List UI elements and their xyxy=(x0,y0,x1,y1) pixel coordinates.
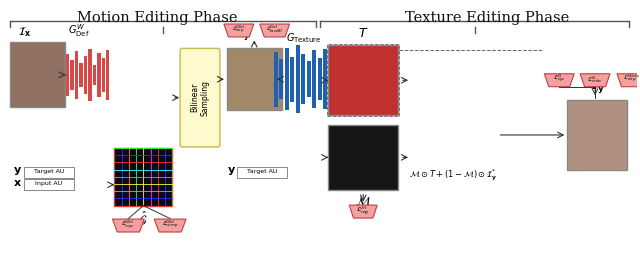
Text: Target AU: Target AU xyxy=(246,169,277,174)
Bar xyxy=(24,179,74,190)
Bar xyxy=(88,49,92,101)
Bar xyxy=(102,58,105,92)
Text: $\mathcal{I}_{\mathbf{y}}$: $\mathcal{I}_{\mathbf{y}}$ xyxy=(589,78,605,95)
Text: $\mathcal{L}_{\mathrm{faceID}}^{G_{\mathrm{ref}}}$: $\mathcal{L}_{\mathrm{faceID}}^{G_{\math… xyxy=(266,24,284,35)
Bar xyxy=(328,45,398,115)
Text: Motion Editing Phase: Motion Editing Phase xyxy=(77,11,237,25)
Text: $G_{\mathrm{Def}}^{W}$: $G_{\mathrm{Def}}^{W}$ xyxy=(68,23,90,39)
Bar xyxy=(285,48,289,110)
Text: Input AU: Input AU xyxy=(35,181,62,186)
Bar xyxy=(296,45,300,113)
Bar xyxy=(70,60,74,90)
Text: $\mathcal{L}_{exp}^{G_{comp}}$: $\mathcal{L}_{exp}^{G_{comp}}$ xyxy=(623,73,640,85)
Bar xyxy=(106,50,109,100)
Bar xyxy=(307,61,311,97)
Text: $\mathcal{L}_{rcyc}^{G_{\mathrm{Def}}}$: $\mathcal{L}_{rcyc}^{G_{\mathrm{Def}}}$ xyxy=(122,218,135,231)
Text: Target AU: Target AU xyxy=(33,169,64,174)
Bar xyxy=(328,44,399,116)
Bar xyxy=(227,48,282,110)
Polygon shape xyxy=(224,24,253,37)
FancyBboxPatch shape xyxy=(180,48,220,147)
Bar xyxy=(75,51,78,99)
Text: $\mathcal{I}_{\mathbf{y}}^{*}$: $\mathcal{I}_{\mathbf{y}}^{*}$ xyxy=(237,23,250,45)
Bar xyxy=(97,53,100,97)
Text: $T$: $T$ xyxy=(358,27,369,40)
Text: $\mathcal{L}_{reg}^{\mathcal{M}}$: $\mathcal{L}_{reg}^{\mathcal{M}}$ xyxy=(356,204,370,217)
Bar xyxy=(280,59,284,99)
Polygon shape xyxy=(113,219,144,232)
Polygon shape xyxy=(154,219,186,232)
Text: $\mathcal{L}_{cyc}^{G}$: $\mathcal{L}_{cyc}^{G}$ xyxy=(553,73,566,85)
Polygon shape xyxy=(260,24,289,37)
Bar xyxy=(24,167,74,178)
Polygon shape xyxy=(580,74,610,87)
Text: $\mathbf{x}$: $\mathbf{x}$ xyxy=(13,177,22,188)
Text: $\mathcal{L}_{critic}^{G}$: $\mathcal{L}_{critic}^{G}$ xyxy=(587,74,603,85)
Bar xyxy=(328,125,398,190)
Polygon shape xyxy=(349,205,377,218)
Bar xyxy=(66,54,69,96)
Bar xyxy=(10,42,65,107)
Text: Bilinear
Sampling: Bilinear Sampling xyxy=(190,80,210,116)
Bar xyxy=(115,148,172,206)
Text: $\mathcal{L}_{exp}^{G_{\mathrm{Def}}}$: $\mathcal{L}_{exp}^{G_{\mathrm{Def}}}$ xyxy=(232,24,245,35)
Text: $\mathcal{L}_{comp}^{G_{\mathrm{Def}}}$: $\mathcal{L}_{comp}^{G_{\mathrm{Def}}}$ xyxy=(162,219,179,231)
Bar xyxy=(79,63,83,87)
Bar xyxy=(317,58,322,100)
Text: $\mathcal{M}\odot T+(1-\mathcal{M})\odot\mathcal{I}_{\mathbf{y}}^{*}$: $\mathcal{M}\odot T+(1-\mathcal{M})\odot… xyxy=(409,167,497,183)
Bar xyxy=(93,65,96,85)
Text: $\mathcal{M}$: $\mathcal{M}$ xyxy=(355,194,371,208)
Text: $\mathbf{y}$: $\mathbf{y}$ xyxy=(227,165,236,177)
Bar xyxy=(567,100,627,170)
Text: $\mathcal{I}_{\mathbf{x}}$: $\mathcal{I}_{\mathbf{x}}$ xyxy=(18,26,31,39)
Bar xyxy=(237,167,287,178)
Text: Texture Editing Phase: Texture Editing Phase xyxy=(406,11,570,25)
Text: $G_{\mathrm{Texture}}$: $G_{\mathrm{Texture}}$ xyxy=(285,32,321,45)
Bar xyxy=(274,52,278,107)
Bar xyxy=(291,57,294,102)
Bar xyxy=(323,49,327,109)
Polygon shape xyxy=(617,74,640,87)
Polygon shape xyxy=(545,74,574,87)
Bar xyxy=(301,54,305,104)
Bar xyxy=(84,56,87,94)
Text: $\mathbf{y}$: $\mathbf{y}$ xyxy=(13,165,22,177)
Bar xyxy=(312,51,316,108)
Text: $\hat{\mathcal{G}}$: $\hat{\mathcal{G}}$ xyxy=(139,210,147,227)
